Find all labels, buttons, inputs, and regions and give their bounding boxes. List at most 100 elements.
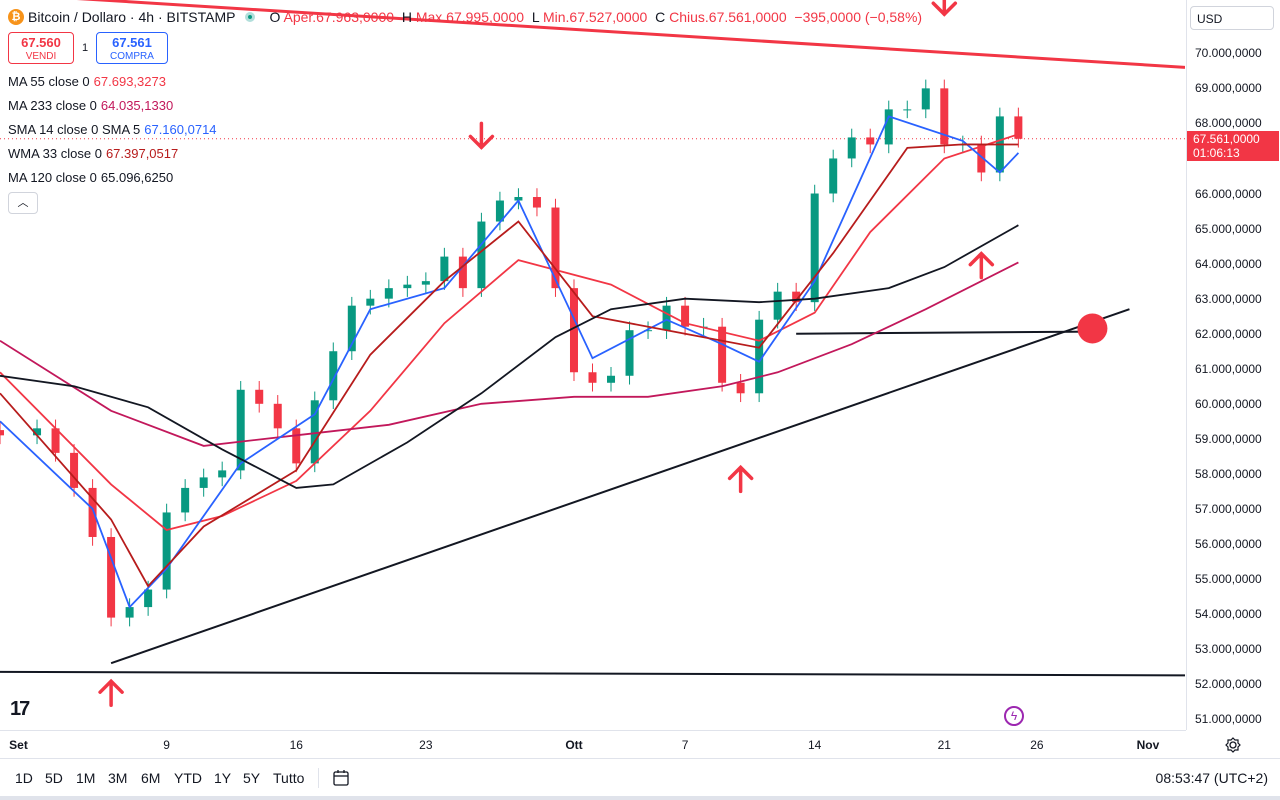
ohlc-close-value: Chius.67.561,0000 (669, 9, 787, 25)
candle-body (51, 428, 60, 453)
time-tick-label: Set (9, 738, 28, 752)
candle-body (718, 326, 727, 383)
time-tick-label: 16 (289, 738, 303, 752)
symbol-title[interactable]: Bitcoin / Dollaro · 4h · BITSTAMP (28, 9, 236, 25)
range-button-all[interactable]: Tutto (273, 770, 305, 786)
price-tick-label: 52.000,0000 (1195, 677, 1262, 692)
price-tick-label: 68.000,0000 (1195, 116, 1262, 131)
price-axis[interactable]: 70.000,0000 69.000,0000 68.000,0000 66.000,… (1186, 0, 1280, 730)
candle-body (921, 88, 930, 110)
time-tick-label: 26 (1030, 738, 1044, 752)
ohlc-change: −395,0000 (−0,58%) (794, 9, 923, 25)
indicator-ma120[interactable]: MA 120 close 0 65.096,6250 (8, 170, 173, 185)
price-tick-label: 70.000,0000 (1195, 46, 1262, 61)
chart-area[interactable] (0, 0, 1185, 730)
current-price-label: 67.561,0000 01:06:13 (1187, 130, 1279, 161)
ohlc-close-label: C (655, 9, 666, 25)
ma-line (0, 224, 1019, 489)
bolt-icon[interactable]: ϟ (1004, 706, 1024, 726)
range-button-1m[interactable]: 1M (76, 770, 96, 786)
candle-body (792, 291, 801, 303)
ohlc-open-value: Aper.67.963,0000 (283, 9, 395, 25)
candle-body (329, 351, 338, 401)
arrow-down-marker (468, 121, 495, 150)
candle-body (884, 109, 893, 145)
range-button-1y[interactable]: 1Y (214, 770, 232, 786)
price-tick-label: 61.000,0000 (1195, 361, 1262, 376)
candle-body (273, 403, 282, 429)
candle-body (903, 109, 912, 111)
range-button-5y[interactable]: 5Y (243, 770, 261, 786)
candle-body (477, 221, 486, 289)
indicator-value: 65.096,6250 (100, 170, 174, 185)
range-button-ytd[interactable]: YTD (174, 770, 202, 786)
tradingview-logo[interactable]: 17 (10, 698, 30, 720)
candle-body (588, 372, 597, 383)
ma-line (0, 115, 1020, 609)
trendline-ascending-support (110, 308, 1130, 665)
candle-body (866, 137, 875, 145)
currency-select[interactable]: USD (1190, 6, 1274, 30)
candle-body (33, 428, 42, 436)
price-tick-label: 59.000,0000 (1195, 431, 1262, 446)
candle-body (181, 487, 190, 513)
ohlc-high-label: H (401, 9, 412, 25)
candle-body (125, 607, 134, 618)
indicator-name: MA 55 close 0 (8, 74, 90, 89)
candle-body (607, 375, 616, 383)
candle-body (681, 305, 690, 327)
arrow-down-marker (931, 0, 958, 17)
buy-label: COMPRA (110, 51, 154, 62)
signal-dot (1077, 313, 1108, 344)
indicator-sma14[interactable]: SMA 14 close 0 SMA 5 67.160,0714 (8, 122, 217, 137)
candle-body (199, 477, 208, 488)
indicator-ma233[interactable]: MA 233 close 0 64.035,1330 (8, 98, 173, 113)
ohlc-low-value: Min.67.527,0000 (542, 9, 648, 25)
indicator-ma55[interactable]: MA 55 close 0 67.693,3273 (8, 74, 166, 89)
ma-line (0, 143, 1019, 588)
ma-line (0, 133, 1019, 531)
candle-body (403, 284, 412, 289)
indicator-value: 67.160,0714 (144, 122, 217, 137)
price-tick-label: 51.000,0000 (1195, 712, 1262, 727)
candle-body (0, 430, 4, 436)
collapse-indicators-button[interactable]: ︿ (8, 192, 38, 214)
toolbar-divider (318, 768, 319, 788)
sell-button[interactable]: 67.560 VENDI (8, 32, 74, 64)
indicator-value: 67.693,3273 (93, 74, 166, 89)
price-tick-label: 53.000,0000 (1195, 642, 1262, 657)
price-tick-label: 63.000,0000 (1195, 291, 1262, 306)
range-button-1d[interactable]: 1D (15, 770, 33, 786)
range-button-5d[interactable]: 5D (45, 770, 63, 786)
indicator-value: 64.035,1330 (100, 98, 174, 113)
range-button-6m[interactable]: 6M (141, 770, 161, 786)
current-price: 67.561,0000 (1193, 131, 1260, 146)
arrow-up-marker (968, 251, 995, 280)
clock[interactable]: 08:53:47 (UTC+2) (1155, 770, 1268, 786)
candle-body (144, 589, 153, 608)
arrow-up-marker (98, 678, 124, 707)
indicator-name: MA 120 close 0 (8, 170, 97, 185)
price-tick-label: 64.000,0000 (1195, 256, 1262, 271)
candle-body (829, 158, 838, 194)
ohlc-high-value: Max.67.995,0000 (415, 9, 525, 25)
price-tick-label: 69.000,0000 (1195, 81, 1262, 96)
time-axis[interactable]: Set 9 16 23 Ott 7 14 21 26 Nov (0, 730, 1186, 759)
buy-button[interactable]: 67.561 COMPRA (96, 32, 168, 64)
market-open-dot-icon (245, 12, 256, 22)
sell-label: VENDI (25, 51, 57, 62)
price-tick-label: 58.000,0000 (1195, 466, 1262, 481)
axis-settings-icon[interactable] (1224, 736, 1242, 754)
range-button-3m[interactable]: 3M (108, 770, 128, 786)
candle-body (292, 428, 301, 464)
indicator-wma33[interactable]: WMA 33 close 0 67.397,0517 (8, 146, 178, 161)
price-tick-label: 57.000,0000 (1195, 501, 1262, 516)
candle-body (384, 288, 393, 299)
price-tick-label: 56.000,0000 (1195, 536, 1262, 551)
candle-body (421, 281, 430, 285)
date-range-icon[interactable] (332, 769, 350, 787)
candle-body (810, 193, 819, 303)
candle-body (107, 536, 116, 618)
trendline-descending-resistance (76, 0, 1185, 69)
price-chart[interactable] (0, 0, 1185, 730)
